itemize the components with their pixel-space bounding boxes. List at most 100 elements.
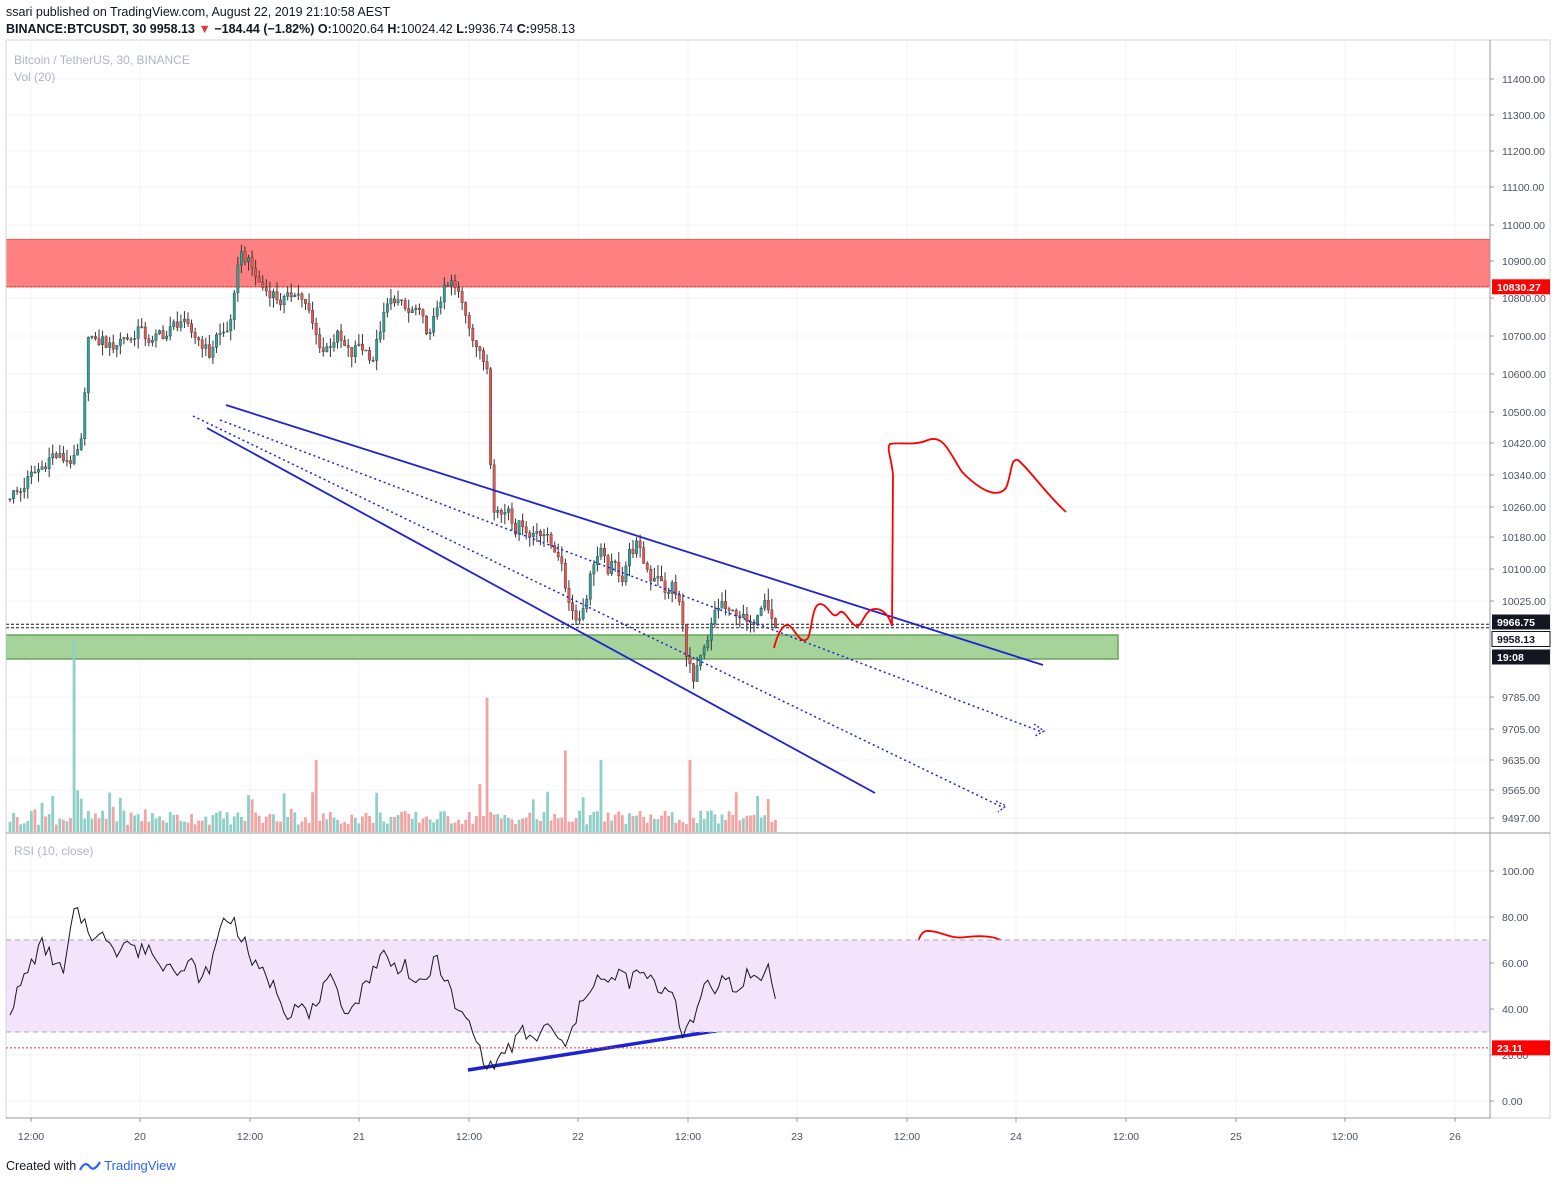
candle-body: [111, 342, 115, 350]
volume-bar: [382, 821, 386, 832]
candle-body: [556, 552, 560, 558]
candle-body: [528, 532, 532, 537]
candle-body: [40, 466, 44, 470]
candle-body: [183, 318, 186, 322]
candle-body: [97, 338, 101, 345]
volume-bar: [660, 815, 663, 832]
price-tick-label: 10700.00: [1502, 331, 1546, 343]
time-axis[interactable]: 12:00 20 12:00 21 12:00 22 12:00 23 12:00 24 12:00…: [18, 1118, 1461, 1143]
price-tick-label: 10260.00: [1502, 502, 1546, 514]
candle-body: [104, 336, 108, 348]
candle-body: [674, 582, 678, 595]
candle-body: [645, 562, 649, 570]
rsi-legend[interactable]: RSI (10, close): [14, 844, 93, 858]
volume-bar: [774, 819, 777, 832]
volume-bar: [531, 799, 535, 832]
candle-body: [439, 301, 443, 308]
volume-bar: [670, 812, 674, 832]
tradingview-logo-icon: [79, 1160, 102, 1171]
volume-bar: [257, 815, 261, 832]
high-value: 10024.42: [400, 22, 453, 36]
volume-legend[interactable]: Vol (20): [14, 70, 55, 84]
volume-bar: [197, 820, 201, 832]
candle-body: [720, 601, 724, 609]
candle-body: [567, 587, 571, 603]
candle-body: [499, 510, 503, 515]
candle-body: [368, 349, 371, 361]
volume-bar: [692, 817, 695, 832]
volume-bar: [261, 822, 265, 832]
candle-body: [307, 303, 311, 311]
volume-bar: [104, 818, 108, 832]
candle-body: [33, 471, 37, 474]
candle-body: [371, 360, 375, 362]
volume-bar: [364, 813, 368, 832]
candle-body: [713, 609, 717, 624]
volume-bar: [731, 815, 735, 832]
candle-body: [207, 344, 211, 358]
candle-body: [603, 548, 606, 557]
volume-bar: [649, 814, 653, 832]
volume-bar: [663, 810, 667, 832]
price-axis[interactable]: 11400.00 11300.00 11200.00 11100.00 11000.00…: [1490, 74, 1546, 825]
candle-body: [154, 333, 158, 341]
main-legend-title[interactable]: Bitcoin / TetherUS, 30, BINANCE: [14, 53, 190, 67]
volume-bar: [727, 811, 731, 832]
volume-bar: [474, 815, 478, 832]
volume-bar: [763, 815, 767, 832]
price-tick-label: 10420.00: [1502, 438, 1546, 450]
volume-bar: [22, 823, 26, 832]
volume-bar: [29, 810, 33, 832]
volume-bar: [304, 817, 307, 832]
volume-bar: [460, 824, 464, 832]
high-label: H:: [387, 22, 401, 36]
volume-bar: [539, 820, 542, 832]
candle-body: [161, 330, 165, 340]
candle-body: [289, 292, 293, 298]
volume-bar: [329, 811, 332, 832]
candle-body: [147, 338, 151, 343]
candle-body: [421, 309, 425, 317]
price-tick-label: 11300.00: [1502, 110, 1545, 122]
candle-body: [660, 576, 663, 582]
candle-body: [418, 307, 421, 311]
candle-body: [535, 531, 539, 534]
volume-bar: [58, 818, 62, 832]
candle-body: [79, 438, 83, 450]
time-tick-label: 12:00: [1332, 1131, 1358, 1143]
open-label: O:: [317, 22, 332, 36]
candle-body: [624, 565, 628, 582]
volume-bar: [567, 821, 571, 832]
candle-body: [329, 346, 332, 348]
volume-bar: [677, 819, 681, 832]
price-tick-label: 11200.00: [1502, 146, 1545, 158]
upper-trendline: [225, 404, 1044, 666]
volume-bar: [446, 816, 450, 832]
volume-bar: [339, 823, 343, 832]
rsi-tick-label: 0.00: [1502, 1096, 1523, 1108]
chart-frame: [5, 39, 1551, 1119]
volume-bar: [681, 821, 685, 832]
volume-bar: [200, 820, 204, 832]
candle-body: [610, 561, 614, 574]
tradingview-brand[interactable]: TradingView: [104, 1158, 176, 1173]
price-tick-label: 10180.00: [1502, 532, 1546, 544]
candle-body: [688, 656, 692, 664]
volume-bar: [528, 812, 532, 832]
volume-bar: [400, 811, 403, 832]
candle-body: [158, 330, 161, 335]
candle-body: [37, 469, 40, 473]
volume-bar: [425, 816, 428, 832]
candle-body: [29, 471, 33, 477]
volume-bar: [556, 818, 560, 832]
candle-body: [631, 549, 635, 554]
open-value: 10020.64: [331, 22, 384, 36]
candle-body: [539, 531, 542, 537]
candle-body: [706, 640, 710, 648]
candle-body: [186, 318, 190, 324]
price-tick-label: 9785.00: [1502, 692, 1540, 704]
publisher-name[interactable]: ssari: [6, 5, 33, 19]
candle-body: [296, 293, 300, 296]
